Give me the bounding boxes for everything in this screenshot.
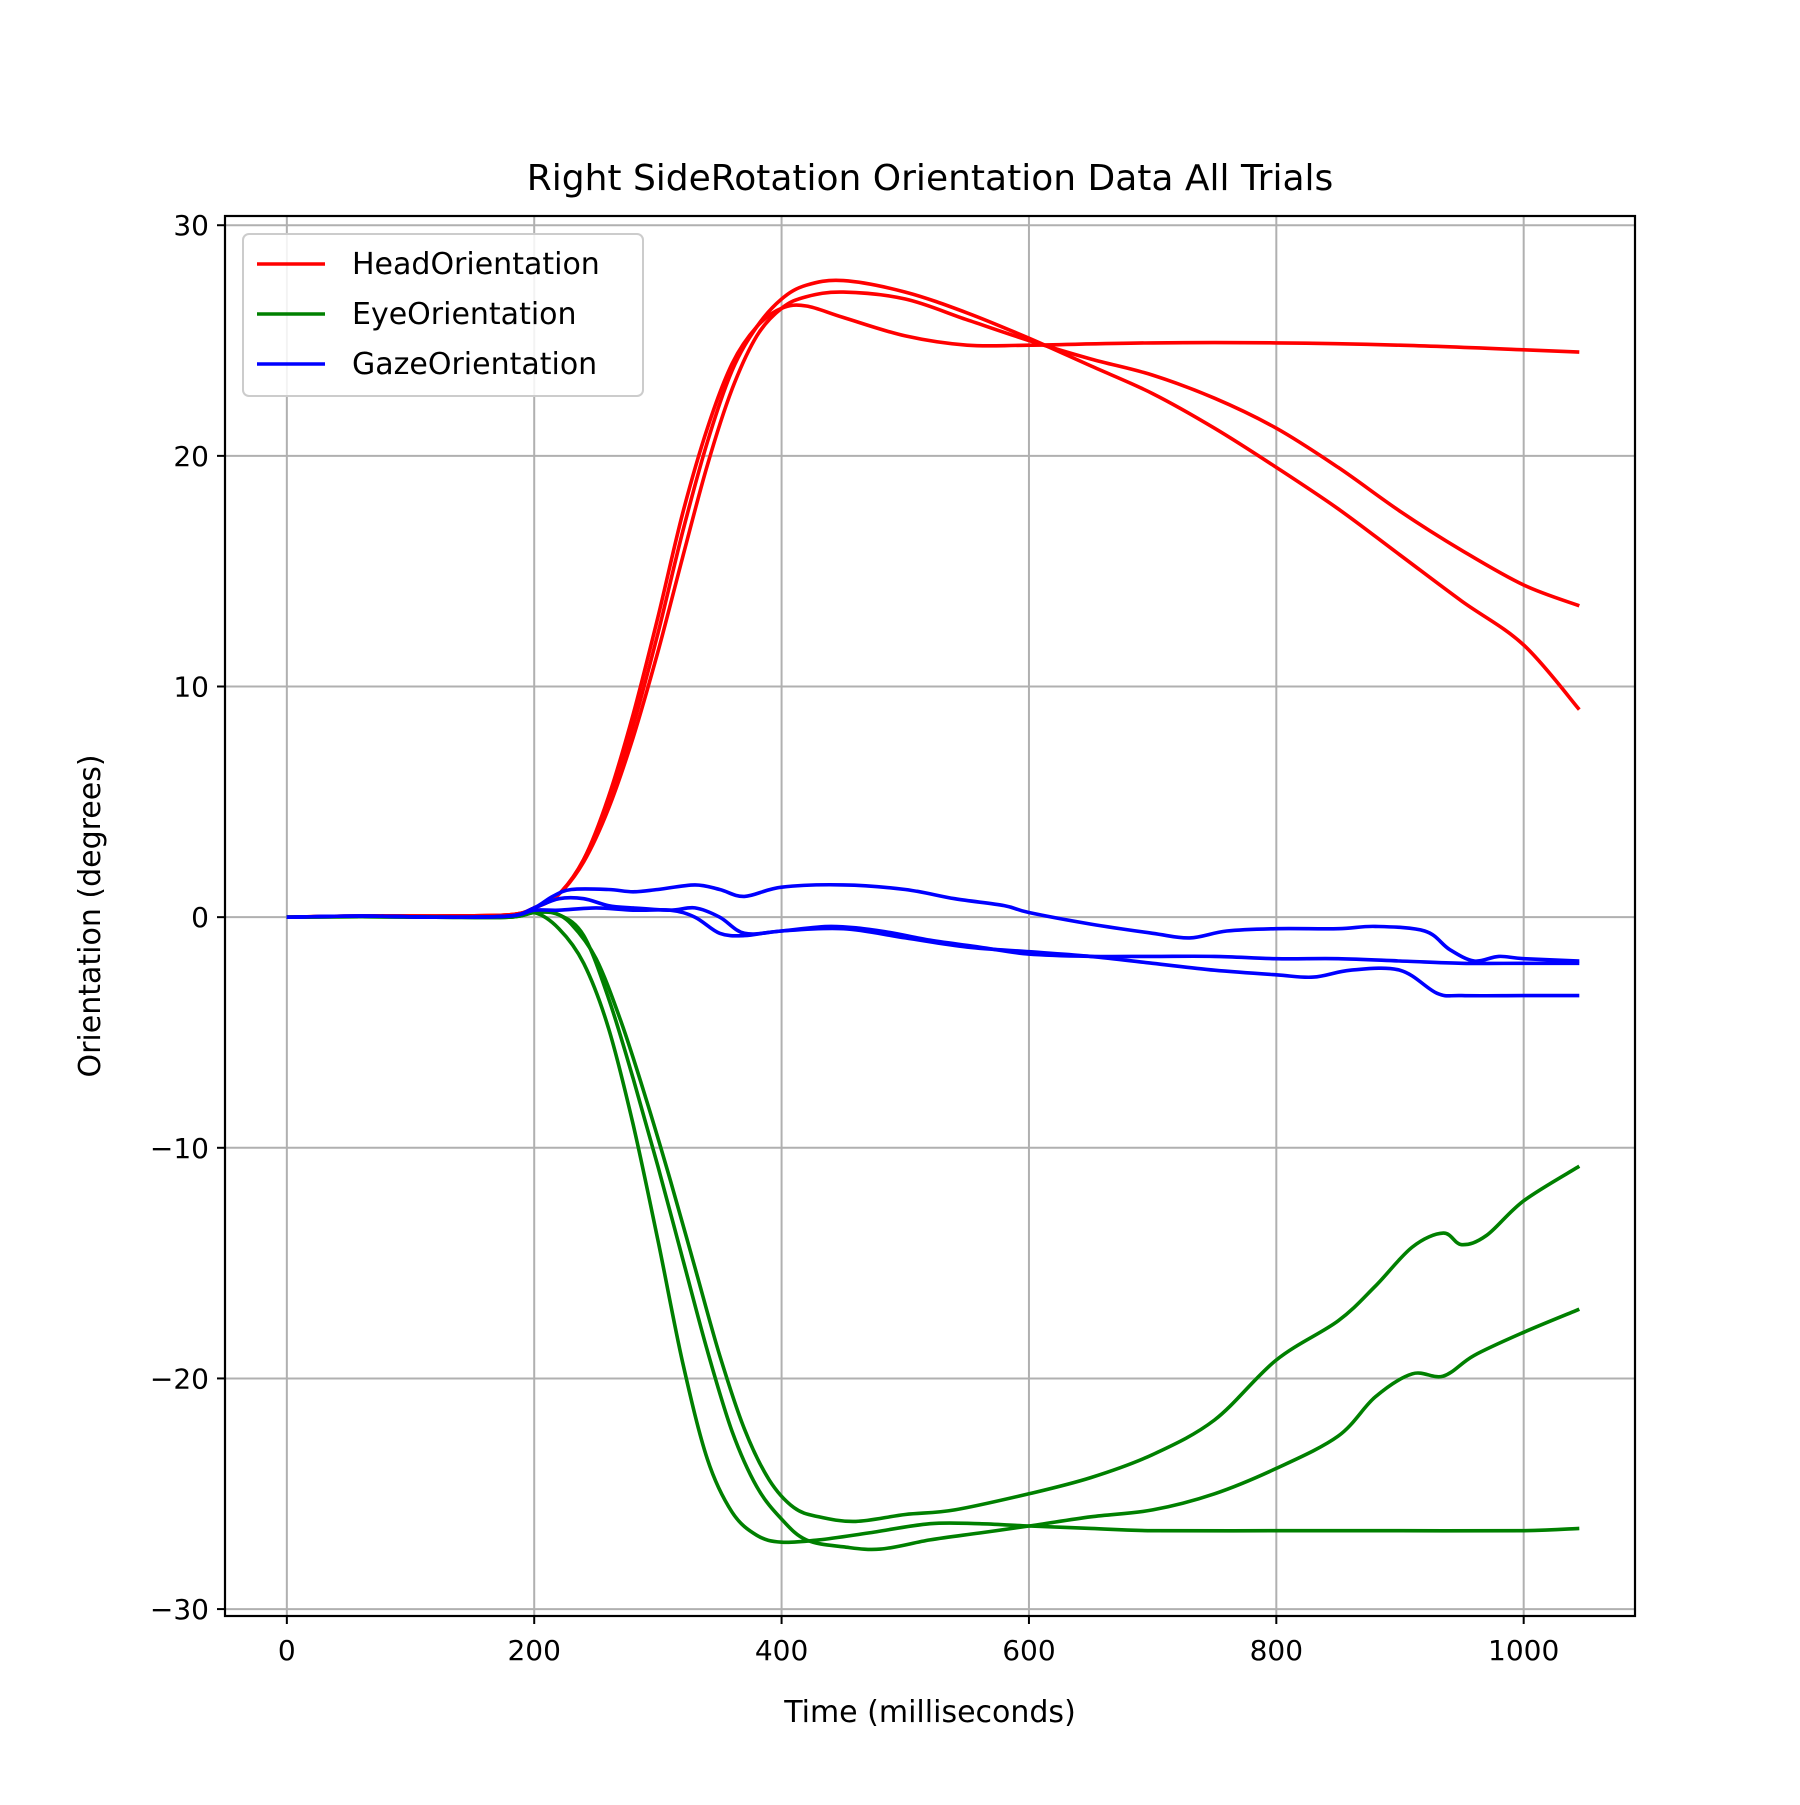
legend-label-eye: EyeOrientation: [352, 297, 577, 332]
eye-orientation-trial-3-line: [286, 910, 1580, 1545]
x-tick-label: 200: [507, 1634, 560, 1667]
y-tick-label: 30: [173, 209, 209, 242]
x-axis-label: Time (milliseconds): [783, 1695, 1076, 1730]
legend-label-gaze: GazeOrientation: [352, 347, 597, 382]
legend: HeadOrientation EyeOrientation GazeOrienta…: [242, 233, 644, 397]
plot-frame: [223, 214, 1637, 1618]
y-axis-label: Orientation (degrees): [73, 754, 108, 1077]
gaze-orientation-trial-3-line: [286, 906, 1580, 998]
legend-label-head: HeadOrientation: [352, 247, 600, 282]
grid: [225, 216, 1635, 1616]
x-tick-label: 1000: [1488, 1634, 1559, 1667]
x-tick-label: 400: [755, 1634, 808, 1667]
axis-ticks: 0 200 400 600 800 1000 30 20 10 0 −10 −20 −30: [150, 209, 1559, 1667]
legend-box: [242, 233, 644, 397]
chart-title: Right SideRotation Orientation Data All …: [527, 158, 1334, 199]
y-tick-label: −20: [150, 1362, 209, 1395]
y-tick-label: 20: [173, 440, 209, 473]
x-tick-label: 800: [1250, 1634, 1303, 1667]
y-tick-label: 0: [191, 901, 209, 934]
y-tick-label: −10: [150, 1132, 209, 1165]
y-tick-label: −30: [150, 1593, 209, 1626]
gaze-orientation-trial-1-line: [286, 883, 1580, 963]
x-tick-label: 600: [1002, 1634, 1055, 1667]
series-layer: [286, 278, 1581, 1552]
y-tick-label: 10: [173, 671, 209, 704]
x-tick-label: 0: [278, 1634, 296, 1667]
